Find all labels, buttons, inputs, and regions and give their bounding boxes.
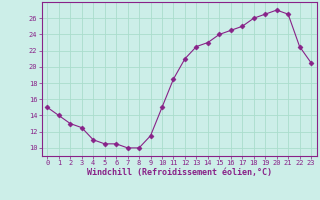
X-axis label: Windchill (Refroidissement éolien,°C): Windchill (Refroidissement éolien,°C) [87,168,272,177]
